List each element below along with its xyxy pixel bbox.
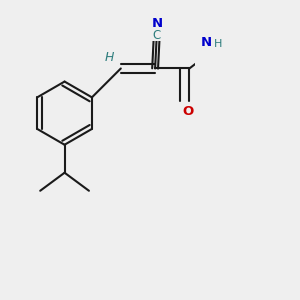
Text: N: N [201,36,212,49]
Text: O: O [182,106,193,118]
Text: H: H [214,39,222,49]
Text: C: C [153,29,161,42]
Text: H: H [104,51,114,64]
Text: N: N [152,17,163,30]
